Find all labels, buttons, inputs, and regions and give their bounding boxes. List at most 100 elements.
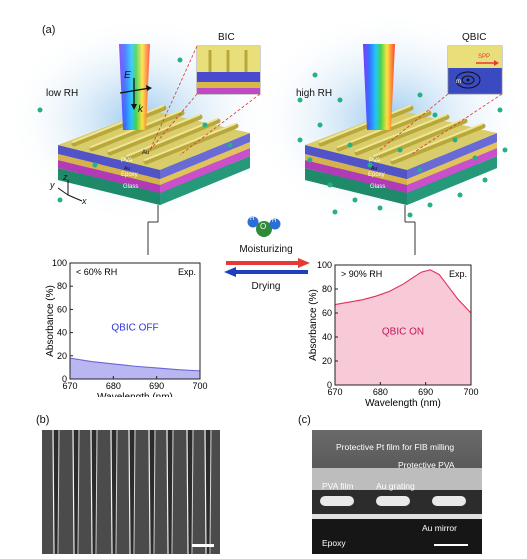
grating-groove: [167, 430, 173, 554]
x-tick-label: 690: [418, 387, 433, 397]
atom-h1: H: [250, 216, 255, 222]
grating-groove: [129, 430, 135, 554]
grating-edge: [133, 429, 136, 555]
area-fill: [335, 269, 471, 385]
pt-film-label: Protective Pt film for FIB milling: [336, 442, 455, 452]
y-tick-label: 80: [57, 281, 67, 291]
moisturizing-label: Moisturizing: [239, 244, 293, 255]
series-line: [334, 269, 472, 314]
scale-bar-b: [192, 544, 214, 547]
layer-pva-right: PVA: [369, 158, 381, 164]
grating-groove: [111, 430, 117, 554]
axis-y-label: y: [50, 180, 55, 190]
y-tick-label: 60: [322, 308, 332, 318]
layer-au2-left: Au: [124, 166, 131, 172]
grating-edge: [52, 429, 55, 555]
layer-glass-left: Glass: [123, 184, 139, 190]
axis-z-label: z: [63, 172, 68, 182]
grating-groove: [73, 430, 79, 554]
chart-high-rh-svg: 670 680 690 700 0 20 40 60 80 100 Wavelength (nm) A…: [308, 260, 479, 409]
grating-groove: [187, 430, 193, 554]
x-axis-label: Wavelength (nm): [365, 398, 441, 409]
x-axis-label: Wavelength (nm): [97, 392, 173, 397]
y-tick-label: 100: [52, 258, 67, 268]
protective-pva-region: [312, 468, 482, 490]
grating-edge: [72, 429, 75, 555]
bic-title: BIC: [218, 32, 235, 43]
sem-top-view-svg: [52, 429, 214, 555]
layer-epoxy-right: Epoxy: [368, 172, 385, 178]
scale-bar-c: [434, 544, 468, 546]
x-tick-label: 690: [149, 381, 164, 391]
grating-edge: [77, 429, 80, 555]
grating-edge: [191, 429, 194, 555]
grating-edge: [115, 429, 118, 555]
layer-glass-right: Glass: [370, 184, 386, 190]
grating-bar-2: [376, 496, 410, 506]
grating-edge: [110, 429, 113, 555]
right-light-beam: [363, 44, 395, 130]
layer-pva-left: PVA: [121, 158, 133, 164]
chart-low-rh: 670 680 690 700 0 20 40 60 80 100 Wavelength (nm) A…: [44, 257, 214, 403]
y-axis-label: Absorbance (%): [45, 285, 56, 357]
sem-cross-section: Protective Pt film for FIB milling Prote…: [312, 430, 482, 554]
y-tick-label: 40: [322, 332, 332, 342]
panel-label-a: (a): [42, 24, 56, 36]
y-tick-label: 60: [57, 304, 67, 314]
e-label: E: [124, 70, 131, 81]
right-state-label: high RH: [296, 88, 333, 99]
plot-frame: [334, 264, 472, 386]
x-tick-label: 700: [192, 381, 207, 391]
grating-edge: [90, 429, 93, 555]
grating-edge: [128, 429, 131, 555]
grating-edge: [57, 429, 60, 555]
layer-epoxy-left: Epoxy: [121, 172, 138, 178]
water-molecule-icon: [247, 216, 281, 237]
x-tick-label: 680: [373, 387, 388, 397]
chart-low-rh-svg: 670 680 690 700 0 20 40 60 80 100 Wavelength (nm) A…: [45, 258, 208, 403]
water-molecules: [37, 57, 508, 218]
x-tick-label: 680: [106, 381, 121, 391]
y-tick-label: 100: [317, 260, 332, 270]
au-grating-label: Au grating: [376, 481, 415, 491]
qbic-state-annotation: QBIC ON: [382, 327, 424, 338]
y-tick-label: 20: [322, 356, 332, 366]
left-state-label: low RH: [46, 88, 79, 99]
spp-label: SPP: [478, 54, 491, 60]
k-label: k: [138, 104, 143, 115]
pva-film-label: PVA film: [322, 481, 354, 491]
y-tick-label: 80: [322, 284, 332, 294]
panel-label-b: (b): [36, 414, 50, 426]
grating-edge: [209, 429, 212, 555]
layer-au2-right: Au: [371, 166, 378, 172]
grating-groove: [53, 430, 59, 554]
protective-pva-label: Protective PVA: [398, 460, 455, 470]
area-fill: [70, 358, 200, 379]
grating-edge: [148, 429, 151, 555]
grating-groove: [149, 430, 155, 554]
grating-bar-1: [320, 496, 354, 506]
exp-tag: Exp.: [449, 269, 467, 279]
atom-o: O: [260, 222, 267, 231]
grating-edge: [166, 429, 169, 555]
axis-x-label: x: [82, 196, 87, 206]
grating-edge: [204, 429, 207, 555]
qbic-title: QBIC: [462, 32, 487, 43]
m-label: m: [456, 79, 461, 85]
rh-condition-label: < 60% RH: [76, 267, 117, 277]
grating-edge: [186, 429, 189, 555]
y-tick-label: 0: [62, 374, 67, 384]
sem-top-view: [42, 429, 220, 555]
epoxy-label: Epoxy: [322, 538, 346, 548]
rh-condition-label: > 90% RH: [341, 269, 382, 279]
grating-groove: [205, 430, 211, 554]
device-schematic: [5, 10, 527, 255]
transition-arrows: [224, 258, 310, 277]
plot-frame: [69, 262, 201, 380]
grating-edge: [171, 429, 174, 555]
chart-high-rh: 670 680 690 700 0 20 40 60 80 100 Wavelength (nm) A…: [307, 257, 487, 409]
y-axis-label: Absorbance (%): [308, 289, 319, 361]
left-device: [58, 105, 250, 205]
panel-label-c: (c): [298, 414, 311, 426]
pt-film-region: [312, 430, 482, 468]
